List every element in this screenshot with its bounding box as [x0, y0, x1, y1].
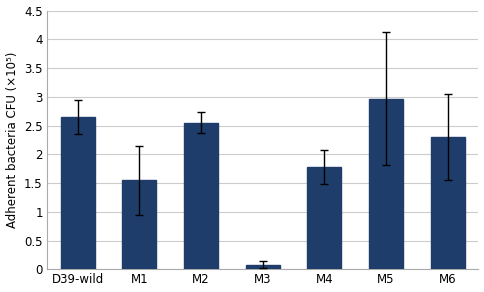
- Bar: [246, 265, 280, 269]
- Bar: [307, 167, 341, 269]
- Bar: [61, 117, 95, 269]
- Bar: [184, 123, 218, 269]
- Bar: [122, 180, 156, 269]
- Y-axis label: Adherent bacteria CFU (×10⁵): Adherent bacteria CFU (×10⁵): [5, 52, 18, 228]
- Bar: [431, 137, 465, 269]
- Bar: [369, 98, 403, 269]
